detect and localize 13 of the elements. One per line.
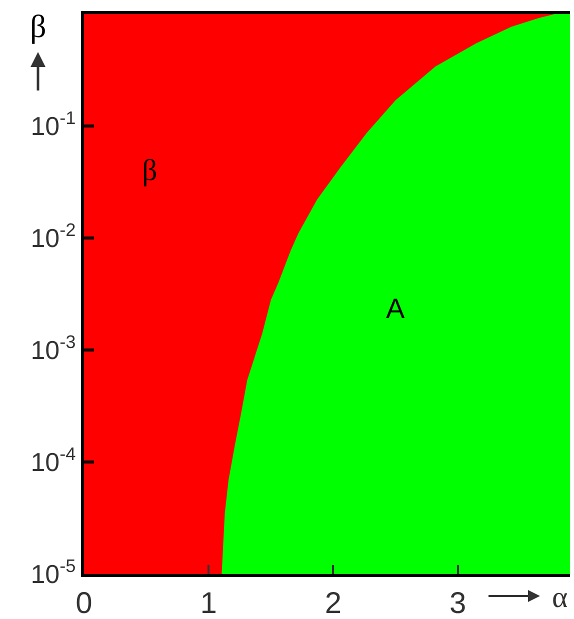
series-label: A xyxy=(386,293,405,324)
x-tick-label: 2 xyxy=(324,587,342,619)
x-tick-label: 1 xyxy=(200,587,217,619)
y-tick-label: 10$^{-4}$ xyxy=(30,444,76,478)
x-tick-label: 0 xyxy=(76,587,92,619)
band-label: β xyxy=(142,154,158,187)
x-tick-label: 3 xyxy=(450,587,466,619)
y-tick-label: 10$^{-3}$ xyxy=(30,332,76,366)
y-axis-title: β xyxy=(30,8,46,44)
y-tick-label: 10$^{-5}$ xyxy=(30,556,76,590)
x-axis-title: α xyxy=(552,581,568,614)
y-tick-label: 10$^{-2}$ xyxy=(30,220,76,254)
y-tick-label: 10$^{-1}$ xyxy=(30,108,76,142)
